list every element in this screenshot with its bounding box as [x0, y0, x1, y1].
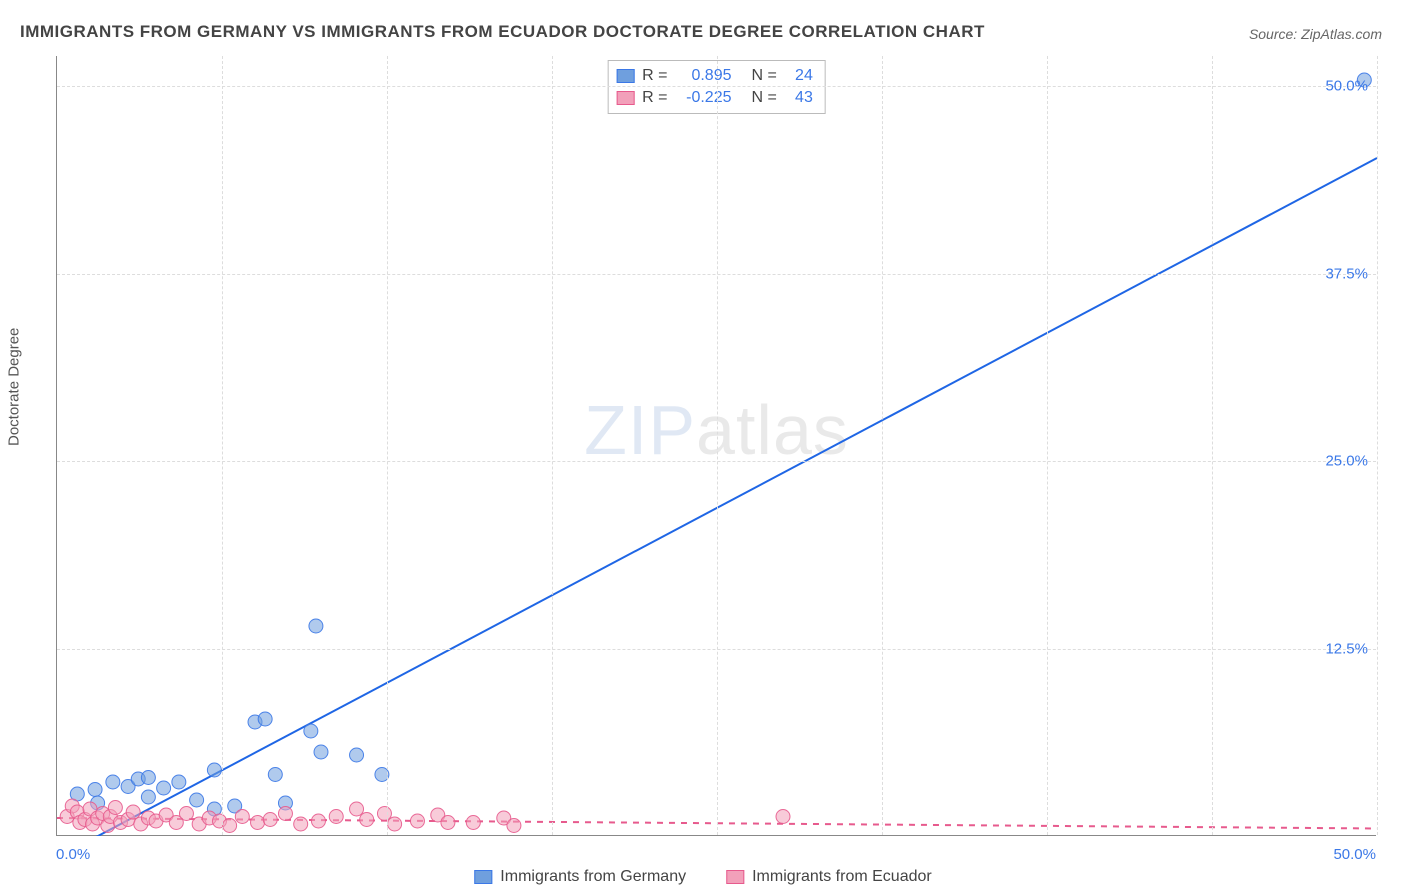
data-point-ecuador: [179, 807, 193, 821]
source-attribution: Source: ZipAtlas.com: [1249, 26, 1382, 42]
data-point-germany: [268, 768, 282, 782]
y-axis-title: Doctorate Degree: [6, 328, 23, 446]
data-point-ecuador: [441, 816, 455, 830]
data-point-germany: [309, 619, 323, 633]
legend-label: Immigrants from Germany: [500, 868, 686, 886]
data-point-germany: [141, 790, 155, 804]
gridline-v: [1212, 56, 1213, 835]
gridline-v: [222, 56, 223, 835]
plot-area: ZIPatlas R =0.895N =24R =-0.225N =43 12.…: [56, 56, 1376, 836]
data-point-germany: [157, 781, 171, 795]
x-max-label: 50.0%: [1333, 846, 1376, 863]
regression-line-germany: [70, 158, 1377, 836]
gridline-v: [1377, 56, 1378, 835]
legend-label: Immigrants from Ecuador: [752, 868, 932, 886]
data-point-germany: [106, 775, 120, 789]
legend-item: Immigrants from Germany: [474, 868, 686, 886]
source-prefix: Source:: [1249, 26, 1301, 42]
data-point-ecuador: [388, 817, 402, 831]
data-point-ecuador: [223, 819, 237, 833]
y-tick-label: 12.5%: [1325, 640, 1368, 657]
y-tick-label: 37.5%: [1325, 265, 1368, 282]
data-point-ecuador: [350, 802, 364, 816]
y-tick-label: 50.0%: [1325, 78, 1368, 95]
data-point-ecuador: [377, 807, 391, 821]
data-point-germany: [190, 793, 204, 807]
data-point-ecuador: [507, 819, 521, 833]
data-point-ecuador: [126, 805, 140, 819]
data-point-germany: [207, 763, 221, 777]
legend-item: Immigrants from Ecuador: [726, 868, 932, 886]
data-point-germany: [258, 712, 272, 726]
data-point-ecuador: [294, 817, 308, 831]
chart-title: IMMIGRANTS FROM GERMANY VS IMMIGRANTS FR…: [20, 22, 985, 42]
gridline-v: [387, 56, 388, 835]
data-point-germany: [314, 745, 328, 759]
data-point-ecuador: [466, 816, 480, 830]
data-point-ecuador: [329, 810, 343, 824]
data-point-ecuador: [235, 810, 249, 824]
data-point-ecuador: [263, 813, 277, 827]
data-point-germany: [141, 771, 155, 785]
data-point-germany: [350, 748, 364, 762]
legend-swatch: [726, 870, 744, 884]
y-tick-label: 25.0%: [1325, 453, 1368, 470]
data-point-ecuador: [410, 814, 424, 828]
gridline-v: [1047, 56, 1048, 835]
source-name: ZipAtlas.com: [1301, 26, 1382, 42]
data-point-germany: [88, 783, 102, 797]
data-point-ecuador: [311, 814, 325, 828]
gridline-v: [882, 56, 883, 835]
data-point-ecuador: [278, 807, 292, 821]
data-point-ecuador: [776, 810, 790, 824]
data-point-germany: [172, 775, 186, 789]
legend: Immigrants from Germany Immigrants from E…: [474, 868, 931, 886]
data-point-germany: [304, 724, 318, 738]
x-origin-label: 0.0%: [56, 846, 90, 863]
gridline-v: [552, 56, 553, 835]
legend-swatch: [474, 870, 492, 884]
data-point-ecuador: [360, 813, 374, 827]
data-point-ecuador: [108, 801, 122, 815]
gridline-v: [717, 56, 718, 835]
data-point-ecuador: [251, 816, 265, 830]
